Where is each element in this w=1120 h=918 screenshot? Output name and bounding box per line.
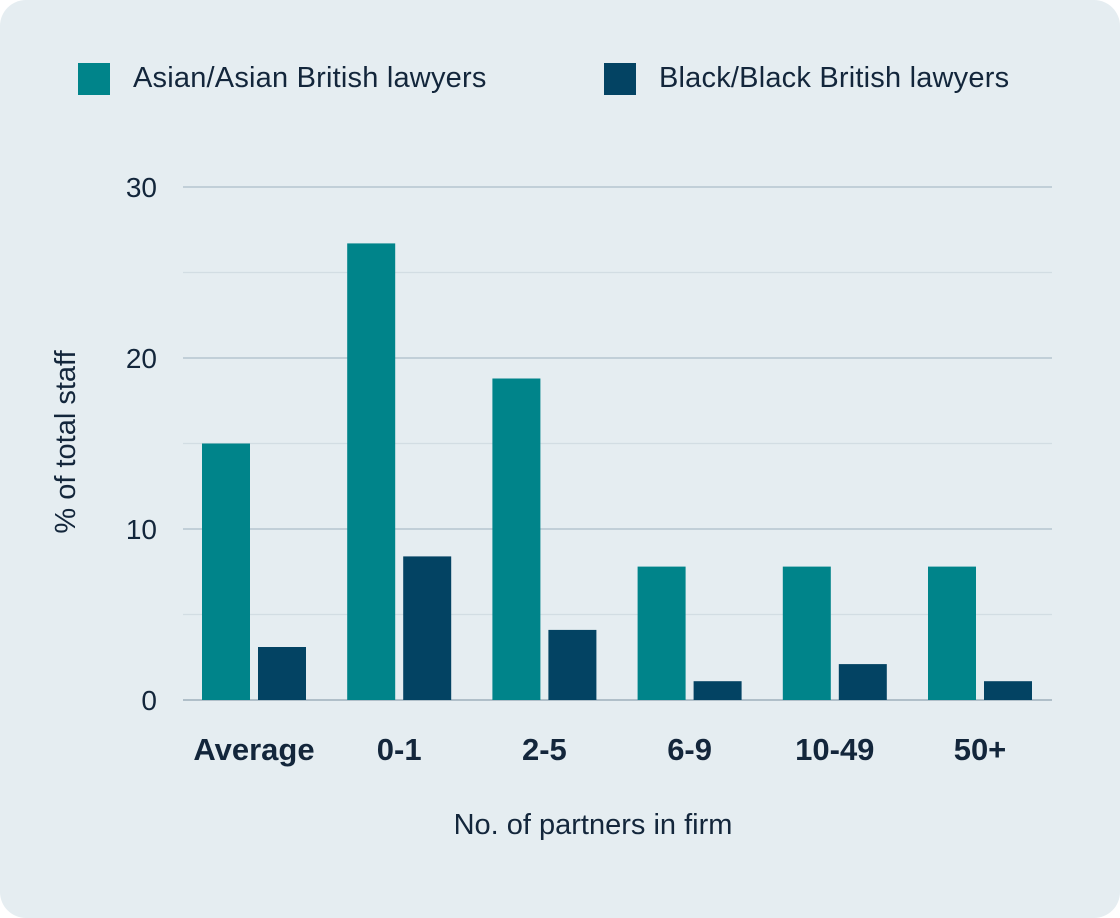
bar-asian-Average bbox=[202, 443, 250, 700]
legend-item-black: Black/Black British lawyers bbox=[604, 62, 1009, 95]
x-category-label: 50+ bbox=[954, 732, 1007, 767]
legend-item-asian: Asian/Asian British lawyers bbox=[78, 62, 487, 95]
x-category-label: 6-9 bbox=[667, 732, 712, 767]
x-category-label: 0-1 bbox=[377, 732, 422, 767]
bar-asian-0-1 bbox=[347, 243, 396, 700]
bar-black-6-9 bbox=[693, 681, 742, 700]
legend-swatch-black bbox=[604, 62, 636, 95]
bar-asian-10-49 bbox=[782, 566, 831, 700]
gridlines bbox=[183, 186, 1052, 701]
y-tick-label: 20 bbox=[126, 343, 157, 374]
bar-black-50+ bbox=[984, 681, 1032, 700]
bars bbox=[202, 243, 1032, 700]
y-tick-label: 0 bbox=[141, 685, 157, 716]
bar-black-0-1 bbox=[403, 556, 452, 700]
x-category-label: 10-49 bbox=[795, 732, 874, 767]
y-tick-label: 10 bbox=[126, 514, 157, 545]
legend-swatch-asian bbox=[78, 62, 110, 95]
bar-black-2-5 bbox=[548, 629, 597, 700]
y-axis-ticks: 0 10 20 30 bbox=[126, 172, 157, 716]
bar-black-10-49 bbox=[838, 664, 887, 700]
x-axis-title: No. of partners in firm bbox=[454, 809, 733, 841]
legend-label-black: Black/Black British lawyers bbox=[659, 62, 1010, 94]
x-category-label: Average bbox=[193, 732, 314, 767]
x-axis-categories: Average 0-1 2-5 6-9 10-49 50+ bbox=[193, 732, 1006, 767]
y-axis-title: % of total staff bbox=[50, 349, 82, 533]
bar-asian-2-5 bbox=[492, 378, 541, 700]
legend-label-asian: Asian/Asian British lawyers bbox=[133, 62, 487, 94]
x-category-label: 2-5 bbox=[522, 732, 567, 767]
bar-asian-6-9 bbox=[637, 566, 686, 700]
y-tick-label: 30 bbox=[126, 172, 157, 203]
bar-black-Average bbox=[258, 647, 306, 700]
bar-asian-50+ bbox=[928, 566, 976, 700]
